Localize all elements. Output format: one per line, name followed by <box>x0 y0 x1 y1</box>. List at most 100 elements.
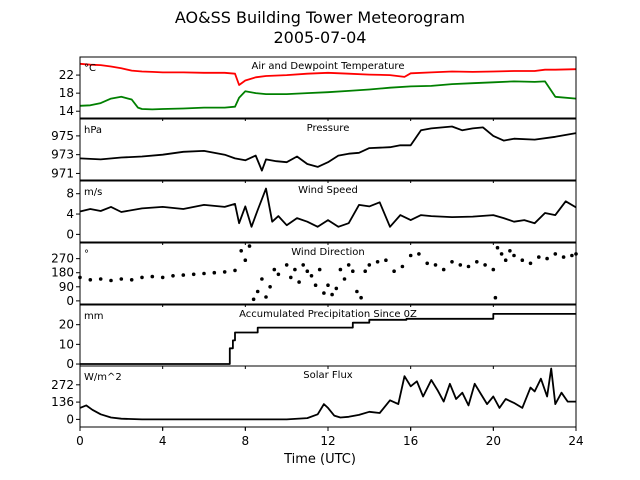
data-point <box>342 277 347 281</box>
data-point <box>276 272 281 277</box>
data-point <box>88 278 93 282</box>
series-line-2 <box>79 80 577 111</box>
y-tick-label: 18 <box>59 86 74 100</box>
data-point <box>520 258 525 263</box>
unit-label: mm <box>84 311 103 322</box>
data-point <box>351 269 355 274</box>
data-point <box>355 289 359 294</box>
panel-frame <box>79 118 577 181</box>
x-tick-label: 8 <box>242 434 250 448</box>
panel-frame <box>79 242 577 305</box>
y-tick-label: 0 <box>66 357 74 371</box>
data-point <box>363 269 368 274</box>
data-point <box>375 260 380 264</box>
panel-frame <box>79 180 577 243</box>
data-point <box>441 267 446 272</box>
data-point <box>561 255 566 259</box>
data-point <box>202 271 206 276</box>
data-point <box>392 269 396 274</box>
data-point <box>212 270 217 275</box>
panel-3: 0 4 8 m/s Wind Speed <box>66 180 577 245</box>
data-point <box>503 258 508 263</box>
data-point <box>109 278 113 283</box>
data-point <box>508 249 512 253</box>
data-point <box>499 252 504 256</box>
x-tick-label: 4 <box>159 434 167 448</box>
data-point <box>260 277 264 281</box>
data-point <box>191 272 196 277</box>
data-point <box>301 263 306 267</box>
x-tick-label: 16 <box>403 434 418 448</box>
data-point <box>272 267 277 272</box>
data-point <box>251 297 256 302</box>
unit-label: °C <box>84 63 96 74</box>
y-tick-label: 90 <box>59 280 74 294</box>
y-tick-label: 136 <box>51 395 74 409</box>
x-tick-label: 20 <box>486 434 501 448</box>
x-axis-label: Time (UTC) <box>284 452 356 467</box>
data-point <box>150 274 155 279</box>
series-line-1 <box>79 367 576 421</box>
data-point <box>222 270 227 274</box>
data-point <box>326 283 330 288</box>
y-tick-label: 10 <box>59 337 74 351</box>
data-point <box>181 273 186 277</box>
data-point <box>264 295 268 299</box>
y-tick-label: 14 <box>59 104 74 118</box>
panel-1: 14 18 22 °C Air and Dewpoint Temperature <box>59 56 577 121</box>
data-point <box>313 283 318 288</box>
data-point <box>284 263 289 267</box>
panel-5: 0 10 20 mm Accumulated Precipitation Since 0… <box>59 304 577 371</box>
data-point <box>255 289 260 294</box>
y-tick-label: 0 <box>66 227 74 241</box>
y-tick-label: 22 <box>59 68 74 82</box>
data-point <box>553 252 558 256</box>
data-point <box>384 258 388 263</box>
data-point <box>359 295 363 300</box>
data-point <box>330 292 334 297</box>
y-tick-label: 0 <box>66 412 74 426</box>
y-tick-label: 4 <box>66 207 74 221</box>
x-tick-label: 12 <box>320 434 335 448</box>
data-point <box>293 267 297 272</box>
y-tick-label: 20 <box>59 318 74 332</box>
data-point <box>483 263 487 267</box>
data-point <box>570 253 574 258</box>
unit-label: m/s <box>84 187 102 198</box>
unit-label: hPa <box>84 125 102 136</box>
y-tick-label: 971 <box>51 166 74 180</box>
data-point <box>338 267 343 272</box>
data-point <box>305 269 310 274</box>
data-point <box>408 253 413 258</box>
figure-title: AO&SS Building Tower Meteorogram <box>174 8 466 27</box>
data-point <box>417 252 421 256</box>
data-point <box>491 267 496 272</box>
data-point <box>400 264 405 269</box>
data-point <box>239 249 243 253</box>
panel-title: Wind Direction <box>291 247 365 258</box>
data-point <box>171 274 175 278</box>
y-tick-label: 270 <box>51 252 74 266</box>
x-tick-label: 24 <box>568 434 583 448</box>
unit-label: ° <box>84 249 89 260</box>
y-tick-label: 8 <box>66 187 74 201</box>
y-tick-label: 0 <box>66 294 74 308</box>
data-point <box>346 263 351 267</box>
data-point <box>322 291 326 295</box>
panel-2: 971 973 975 hPa Pressure <box>51 118 577 183</box>
data-point <box>466 264 471 269</box>
data-point <box>493 295 498 300</box>
data-point <box>243 258 248 263</box>
data-point <box>537 255 541 259</box>
data-point <box>528 261 533 266</box>
data-point <box>334 286 339 291</box>
x-tick-label: 0 <box>76 434 84 448</box>
series-line-1 <box>79 187 577 228</box>
data-point <box>129 278 134 282</box>
data-point <box>475 260 479 264</box>
data-point <box>433 263 438 267</box>
data-point <box>140 275 144 280</box>
y-tick-label: 973 <box>51 148 74 162</box>
data-point <box>545 256 549 261</box>
